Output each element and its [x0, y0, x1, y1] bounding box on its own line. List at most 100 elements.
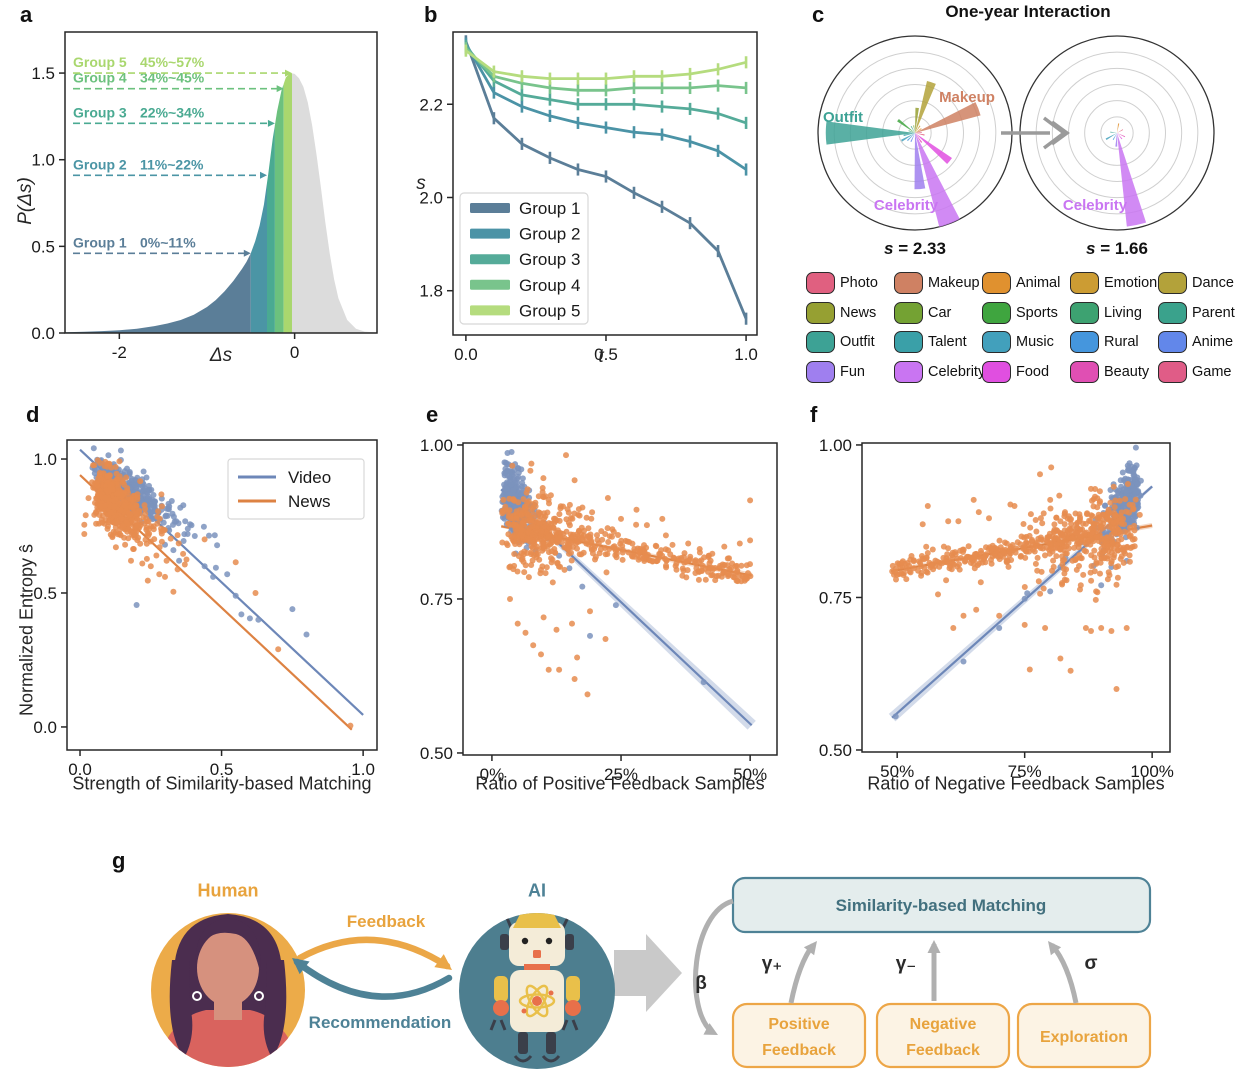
transition-arrow [614, 934, 682, 1012]
svg-text:Group 5: Group 5 [519, 301, 580, 320]
interest-wedge [915, 102, 981, 133]
svg-text:2.0: 2.0 [419, 188, 443, 207]
e-xaxis-label: Ratio of Positive Feedback Samples [475, 773, 765, 794]
c-right-s-value: s = 1.66 [1086, 239, 1148, 258]
interest-wedge [903, 133, 915, 137]
svg-text:Celebrity: Celebrity [874, 197, 939, 214]
c-left-s-value: s = 2.33 [884, 239, 946, 258]
interest-wedge [915, 133, 960, 227]
svg-text:34%~45%: 34%~45% [140, 70, 205, 86]
polar-left: Outfit Makeup Celebrity [817, 35, 1013, 231]
legend-label: Dance [1192, 275, 1234, 291]
interest-wedge [915, 128, 922, 133]
legend-label: Fun [840, 363, 865, 380]
distribution-band [65, 253, 251, 333]
legend-swatch [982, 360, 1011, 383]
interest-wedge [915, 125, 921, 133]
gamma-minus-symbol: γ₋ [895, 953, 917, 975]
legend-label: Car [928, 304, 952, 321]
panel-e-label: e [426, 402, 439, 427]
human-avatar-icon [151, 913, 305, 1067]
svg-text:0%: 0% [480, 765, 505, 784]
d-yaxis-label: Normalized Entropy ŝ [16, 543, 37, 717]
legend-label: Rural [1104, 334, 1139, 350]
legend-label: Anime [1192, 334, 1234, 350]
svg-text:0.0: 0.0 [454, 345, 478, 364]
parameter-arrows [693, 898, 1079, 1035]
interest-wedge [825, 121, 915, 145]
legend-item-news: News [806, 301, 876, 325]
polar-transition-arrow [1001, 116, 1070, 150]
svg-text:0.0: 0.0 [68, 760, 92, 779]
svg-text:0.50: 0.50 [819, 741, 852, 760]
similarity-matching-box: Similarity-based Matching [731, 876, 1152, 934]
svg-text:Group 1: Group 1 [519, 199, 580, 218]
legend-item-rural: Rural [1070, 330, 1139, 354]
svg-text:Negative: Negative [910, 1016, 977, 1033]
interest-wedge [915, 81, 936, 133]
a-xaxis-label: Δs [209, 345, 233, 366]
feedback-arrow [296, 936, 452, 970]
panel-b-label: b [424, 2, 438, 27]
interest-wedge [915, 133, 952, 164]
legend-label: Sports [1016, 304, 1058, 321]
legend-label: Talent [928, 334, 967, 350]
legend-swatch [894, 301, 923, 324]
panel-g-label: g [112, 848, 126, 873]
legend-label: Emotion [1104, 275, 1158, 291]
svg-text:Makeup: Makeup [939, 89, 995, 106]
legend-label: Celebrity [928, 363, 986, 380]
legend-swatch [982, 301, 1011, 324]
svg-text:22%~34%: 22%~34% [140, 104, 205, 120]
legend-label: Outfit [840, 334, 875, 350]
svg-text:Feedback: Feedback [762, 1042, 836, 1059]
svg-text:0.50: 0.50 [420, 744, 453, 763]
panel-e-chart: 0% 25% 50% 0.50 0.75 1.00 [420, 436, 778, 784]
legend-swatch [1158, 301, 1187, 324]
legend-item-anime: Anime [1158, 330, 1233, 354]
panel-c-label: c [812, 2, 825, 27]
legend-swatch [894, 360, 923, 383]
svg-text:Group 4: Group 4 [519, 276, 580, 295]
legend-item-emotion: Emotion [1070, 271, 1157, 295]
svg-text:Feedback: Feedback [906, 1042, 980, 1059]
legend-swatch [1070, 331, 1099, 353]
c-title: One-year Interaction [945, 2, 1111, 21]
svg-text:0.75: 0.75 [819, 588, 852, 607]
panel-g-diagram [614, 934, 682, 1012]
b-yaxis-label: s [416, 173, 426, 194]
legend-item-talent: Talent [894, 330, 967, 354]
legend-swatch [982, 272, 1011, 294]
svg-text:1.0: 1.0 [734, 345, 758, 364]
d-xaxis-label: Strength of Similarity-based Matching [72, 773, 372, 794]
legend-swatch [806, 301, 835, 324]
interest-wedge [897, 118, 915, 133]
legend-item-celebrity: Celebrity [894, 360, 985, 384]
legend-item-car: Car [894, 301, 951, 325]
interest-wedge [1117, 133, 1126, 138]
legend-swatch [1158, 360, 1187, 383]
panel-a-label: a [20, 2, 33, 27]
legend-item-outfit: Outfit [806, 330, 875, 354]
legend-swatch [894, 272, 923, 294]
panel-b-legend: Group 1 Group 2 Group 3 Group 4 Group 5 [459, 192, 589, 325]
legend-label: Animal [1016, 275, 1061, 291]
legend-item-food: Food [982, 360, 1049, 384]
positive-feedback-box: Positive Feedback [731, 1002, 867, 1069]
interest-wedge [915, 107, 919, 133]
distribution-band [250, 182, 268, 333]
legend-label: Parent [1192, 304, 1235, 321]
scatter-news-e [499, 452, 754, 698]
interest-wedge [1117, 133, 1123, 140]
interest-wedge [908, 130, 915, 133]
panel-d-legend: Video News [227, 458, 365, 520]
svg-text:Group 5: Group 5 [73, 54, 127, 70]
svg-text:Similarity-based Matching: Similarity-based Matching [836, 896, 1047, 915]
svg-text:0.5: 0.5 [31, 237, 55, 256]
legend-swatch [1070, 360, 1099, 383]
robot-icon [459, 913, 615, 1069]
legend-item-game: Game [1158, 360, 1232, 384]
svg-text:1.8: 1.8 [419, 282, 443, 301]
svg-text:Group 4: Group 4 [73, 70, 127, 86]
